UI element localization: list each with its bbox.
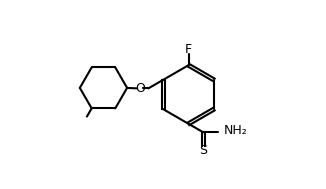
Text: O: O [135, 82, 145, 95]
Text: NH₂: NH₂ [224, 124, 247, 137]
Text: F: F [185, 43, 192, 56]
Text: S: S [199, 144, 207, 157]
